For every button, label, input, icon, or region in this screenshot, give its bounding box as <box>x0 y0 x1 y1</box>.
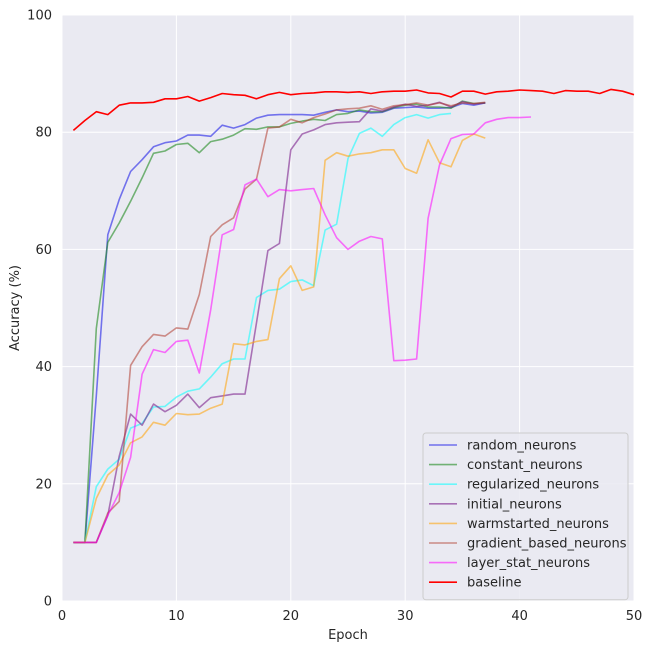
series-line-initial-neurons <box>73 100 486 544</box>
series-line-gradient-based-neurons <box>73 101 486 544</box>
y-tick-label: 100 <box>27 9 52 24</box>
y-tick-label: 80 <box>35 126 52 141</box>
legend-entry-label: regularized_neurons <box>467 478 599 493</box>
legend-box <box>422 432 629 601</box>
legend-entry-label: baseline <box>467 576 521 591</box>
x-tick-label: 40 <box>511 609 528 624</box>
legend: random_neurons constant_neurons regularize… <box>422 432 629 601</box>
x-axis-label: Epoch <box>328 628 368 643</box>
y-tick-label: 20 <box>35 477 52 492</box>
legend-entry-label: gradient_based_neurons <box>467 537 627 552</box>
y-tick-label: 40 <box>35 360 52 375</box>
x-tick-label: 50 <box>626 609 643 624</box>
legend-entry-label: initial_neurons <box>467 497 562 512</box>
series-lines <box>72 88 635 544</box>
x-tick-label: 10 <box>168 609 185 624</box>
legend-entry-label: constant_neurons <box>467 458 583 473</box>
x-tick-label: 20 <box>283 609 300 624</box>
y-axis-label: Accuracy (%) <box>8 265 23 351</box>
y-axis-ticks: 0 20 40 60 80 100 <box>27 9 52 610</box>
y-tick-label: 0 <box>44 595 52 610</box>
legend-entry-label: warmstarted_neurons <box>467 517 609 532</box>
series-line-layer-stat-neurons <box>73 116 532 544</box>
legend-entry-label: random_neurons <box>467 439 577 454</box>
x-tick-label: 0 <box>58 609 66 624</box>
x-tick-label: 30 <box>397 609 414 624</box>
series-line-baseline <box>72 88 635 132</box>
legend-entry-label: layer_stat_neurons <box>467 556 590 571</box>
y-tick-label: 60 <box>35 243 52 258</box>
series-line-regularized-neurons <box>73 112 452 544</box>
series-line-warmstarted-neurons <box>73 133 486 544</box>
x-axis-ticks: 0 10 20 30 40 50 <box>58 609 642 624</box>
